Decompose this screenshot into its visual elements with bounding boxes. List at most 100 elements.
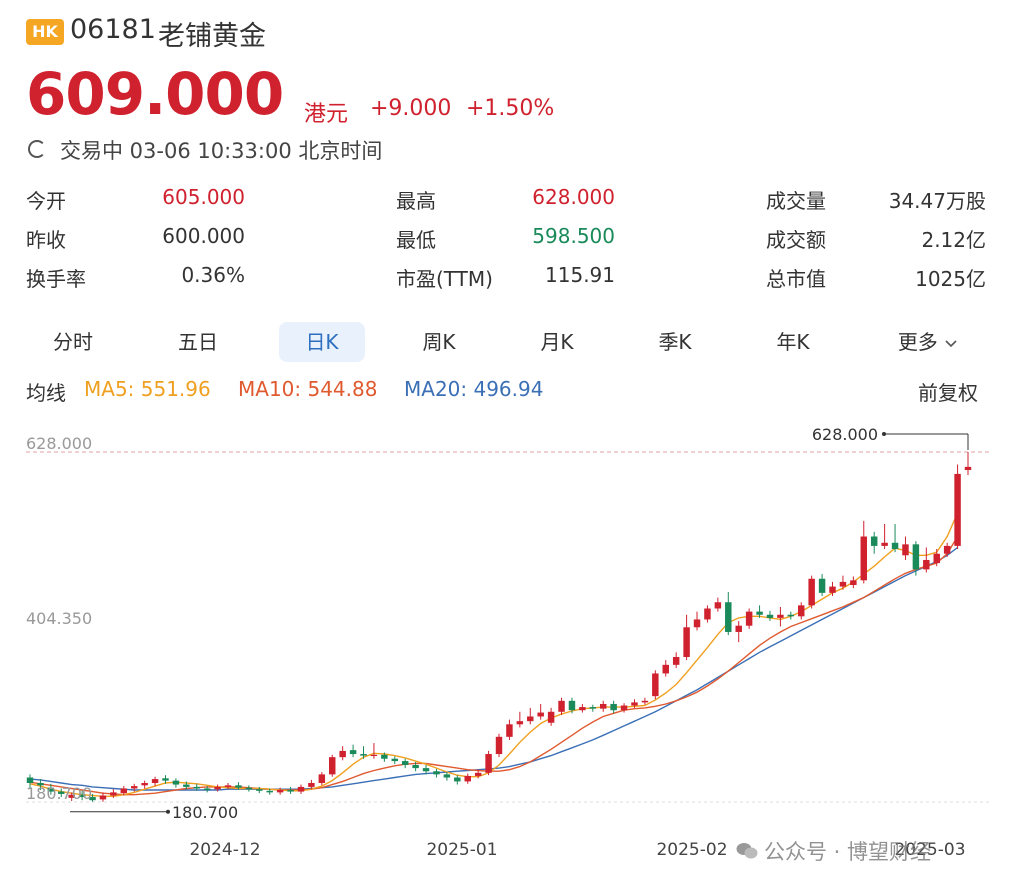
candle xyxy=(443,772,451,781)
tab-monthly-k[interactable]: 月K xyxy=(540,330,574,354)
tab-more[interactable]: 更多 xyxy=(890,322,966,362)
candle xyxy=(943,542,951,557)
stock-code: 06181 xyxy=(70,14,156,45)
candle-body xyxy=(912,544,920,570)
candle-body xyxy=(620,705,628,711)
volume-label: 成交量 xyxy=(766,189,826,213)
candle xyxy=(318,772,326,786)
candle xyxy=(37,779,44,791)
clock-icon xyxy=(28,140,46,158)
candle xyxy=(954,464,961,550)
candle-body xyxy=(745,611,753,626)
candlestick-chart[interactable]: 628.000 404.350 180.700 628.000 180.700 2024-… xyxy=(0,410,1024,890)
candle xyxy=(110,789,117,798)
candle-body xyxy=(141,782,148,786)
candle xyxy=(683,614,690,661)
candle xyxy=(568,697,576,714)
candle-body xyxy=(422,768,430,772)
candle-body xyxy=(652,673,659,697)
ma20-legend: MA20: 496.94 xyxy=(404,377,544,401)
candle-body xyxy=(485,754,492,773)
candle-body xyxy=(287,790,294,792)
candle-body xyxy=(923,559,930,570)
candle-body xyxy=(495,736,503,755)
tab-weekly-k[interactable]: 周K xyxy=(422,330,456,354)
candle xyxy=(381,752,388,762)
candle-body xyxy=(214,786,221,790)
candle-body xyxy=(610,703,617,711)
candle xyxy=(349,744,357,758)
candle-body xyxy=(954,473,961,546)
candle xyxy=(808,575,815,609)
candle xyxy=(923,547,930,573)
candle xyxy=(151,776,159,787)
candle xyxy=(287,786,294,794)
candle-body xyxy=(203,788,211,791)
candle-body xyxy=(26,777,34,783)
candle-body xyxy=(276,790,284,793)
price-change-percent: +1.50% xyxy=(466,96,555,121)
tab-intraday[interactable]: 分时 xyxy=(53,330,93,354)
candle-body xyxy=(818,578,826,593)
candle-body xyxy=(256,789,263,791)
candle-body xyxy=(964,466,972,470)
candle xyxy=(329,754,336,777)
candle xyxy=(558,697,565,715)
adjust-mode[interactable]: 前复权 xyxy=(918,381,978,405)
candle xyxy=(787,611,795,620)
candle xyxy=(735,621,742,643)
candle xyxy=(224,782,232,790)
tab-yearly-k[interactable]: 年K xyxy=(776,330,810,354)
candle-body xyxy=(183,784,190,787)
candle xyxy=(78,790,86,801)
candle-body xyxy=(777,614,784,618)
candle-body xyxy=(662,664,669,674)
candle-body xyxy=(37,782,44,786)
candle-body xyxy=(547,711,555,723)
candle xyxy=(276,787,284,795)
candle xyxy=(120,786,128,796)
candle-body xyxy=(297,786,305,792)
candle xyxy=(652,670,659,700)
pe-label: 市盈(TTM) xyxy=(396,267,493,291)
candle-body xyxy=(579,707,586,711)
y-tick-label: 180.700 xyxy=(26,784,92,803)
volume-value: 34.47万股 xyxy=(888,189,986,213)
candle xyxy=(693,611,701,631)
tab-five-day[interactable]: 五日 xyxy=(178,330,218,354)
candle-body xyxy=(193,786,200,789)
candle-body xyxy=(808,578,815,606)
tab-quarterly-k[interactable]: 季K xyxy=(658,330,692,354)
candle xyxy=(162,775,169,784)
candle-body xyxy=(902,544,909,556)
ma20-line xyxy=(29,546,959,791)
candle-body xyxy=(391,758,399,762)
x-tick-label: 2024-12 xyxy=(189,840,260,860)
pe-value: 115.91 xyxy=(545,263,615,287)
candle xyxy=(756,605,763,618)
wechat-icon xyxy=(736,843,758,859)
candle-body xyxy=(568,700,576,711)
candle xyxy=(860,520,868,584)
candle xyxy=(464,773,471,784)
stock-name: 老铺黄金 xyxy=(158,21,266,52)
high-label: 最高 xyxy=(396,189,436,213)
high-value: 628.000 xyxy=(532,185,615,209)
open-label: 今开 xyxy=(26,189,66,213)
candle-body xyxy=(714,602,722,609)
candle-body xyxy=(308,782,315,787)
tab-daily-k[interactable]: 日K xyxy=(279,322,365,362)
candle xyxy=(798,602,805,620)
candle xyxy=(902,536,909,560)
candle xyxy=(401,758,409,769)
candle-body xyxy=(401,761,409,765)
candle xyxy=(266,788,273,795)
candle xyxy=(203,786,211,793)
candle-body xyxy=(527,716,534,722)
candle xyxy=(599,700,607,712)
candle-body xyxy=(339,750,346,758)
candle xyxy=(506,719,513,740)
low-annotation-dot xyxy=(166,809,170,814)
candle xyxy=(308,779,315,790)
candle xyxy=(964,452,972,476)
